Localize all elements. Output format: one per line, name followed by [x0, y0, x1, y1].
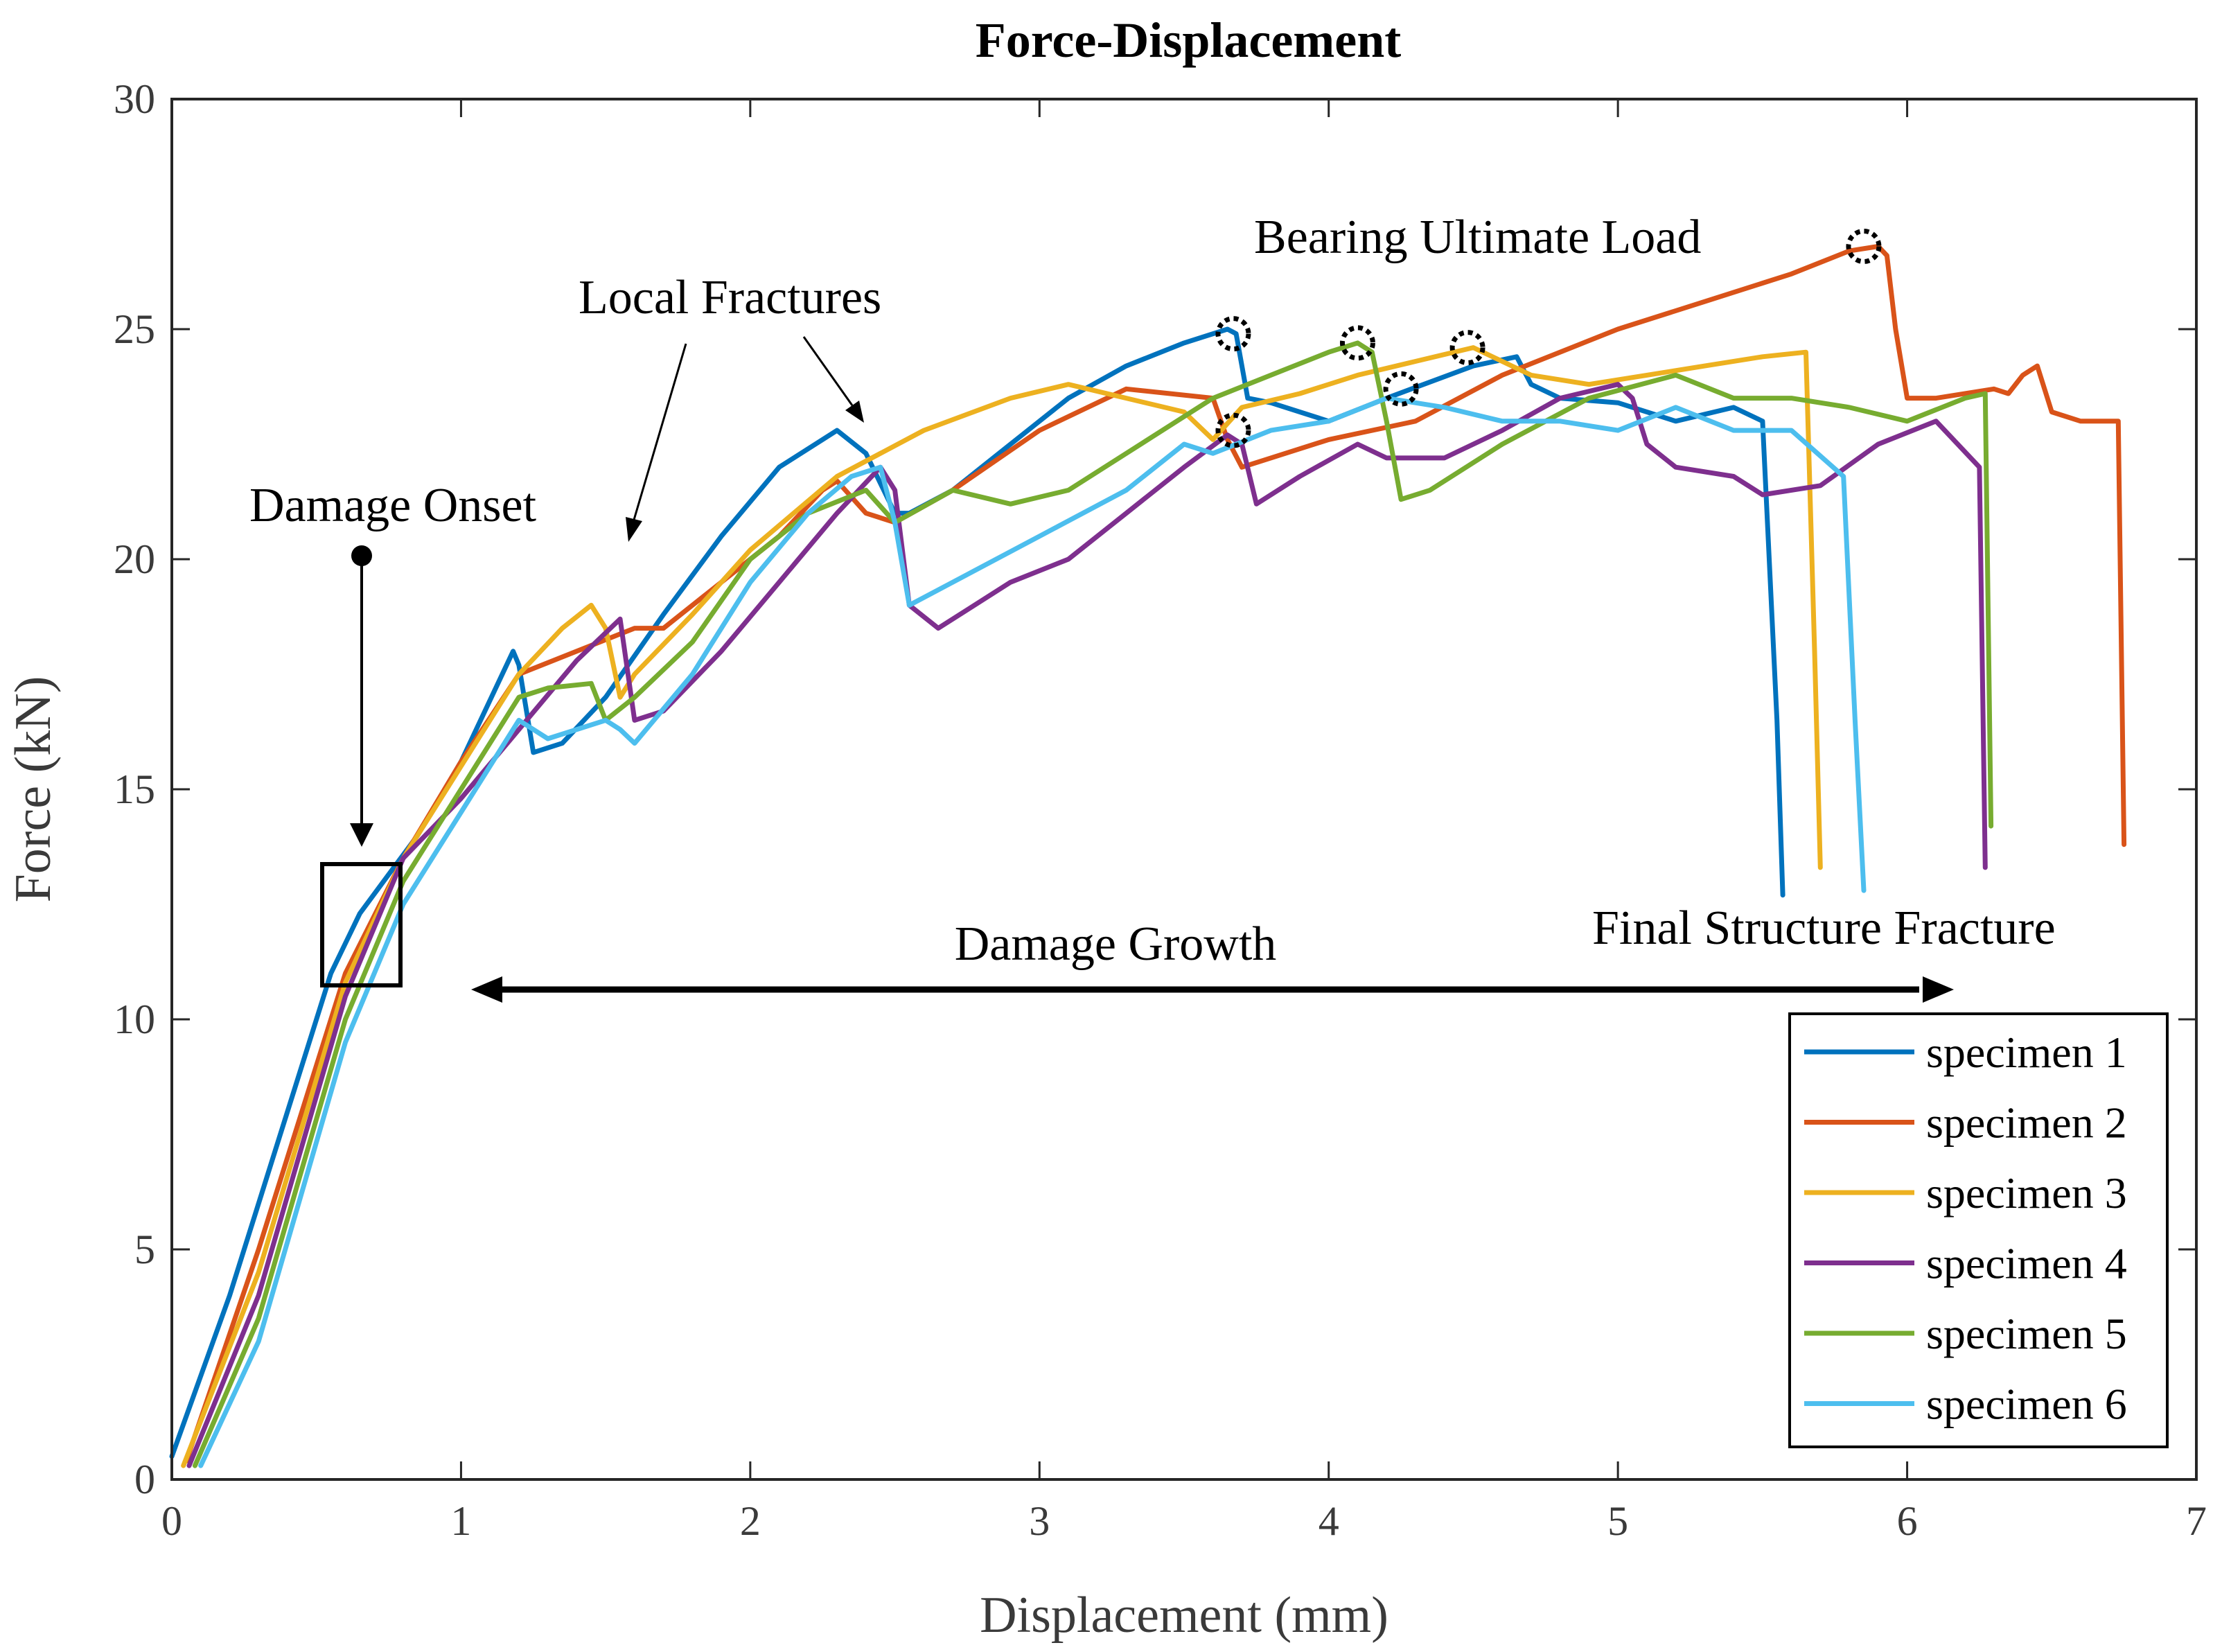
peak-marker: [1215, 412, 1251, 448]
bearing-ultimate-load-label: Bearing Ultimate Load: [1254, 211, 1701, 264]
y-tick-label: 10: [114, 996, 155, 1042]
peak-marker: [1383, 371, 1419, 407]
damage-onset-annotation: Damage Onset: [249, 479, 537, 987]
y-tick-label: 25: [114, 306, 155, 352]
series-line-specimen-1: [169, 326, 1785, 1459]
x-tick-label: 5: [1607, 1498, 1628, 1544]
x-tick-label: 3: [1029, 1498, 1050, 1544]
damage-growth-annotation: Damage Growth: [471, 917, 1954, 1003]
local-fractures-arrow-head-1: [626, 517, 642, 542]
local-fractures-arrow-line-2: [802, 336, 854, 406]
chart-title: Force-Displacement: [976, 12, 1401, 68]
markers-layer: [1215, 228, 1882, 448]
legend-label-specimen-6: specimen 6: [1926, 1380, 2127, 1429]
damage-growth-label: Damage Growth: [955, 917, 1277, 971]
y-tick-label: 15: [114, 766, 155, 812]
peak-marker: [1339, 325, 1375, 361]
legend-label-specimen-3: specimen 3: [1926, 1168, 2127, 1218]
series-line-specimen-2: [184, 244, 2127, 1464]
series-line-specimen-6: [198, 396, 1867, 1468]
legend-entries: specimen 1 specimen 2 specimen 3 specimen 4…: [1804, 1028, 2127, 1429]
x-tick-label: 2: [740, 1498, 761, 1544]
x-tick-label: 4: [1319, 1498, 1339, 1544]
x-tick-label: 0: [161, 1498, 182, 1544]
damage-onset-label: Damage Onset: [249, 479, 537, 532]
local-fractures-arrow-line-1: [633, 343, 687, 520]
local-fractures-arrow-head-2: [845, 401, 864, 423]
series-line-specimen-4: [186, 382, 1988, 1468]
x-tick-label: 6: [1897, 1498, 1918, 1544]
damage-growth-arrow-left-head: [471, 976, 502, 1003]
legend-label-specimen-5: specimen 5: [1926, 1309, 2127, 1358]
peak-marker: [1846, 228, 1882, 264]
legend-label-specimen-2: specimen 2: [1926, 1098, 2127, 1148]
x-axis-label: Displacement (mm): [980, 1587, 1388, 1644]
damage-onset-arrow-head: [350, 823, 373, 847]
x-tick-label: 7: [2186, 1498, 2207, 1544]
damage-growth-arrow-right-head: [1923, 976, 1954, 1003]
final-structure-fracture-label: Final Structure Fracture: [1592, 902, 2056, 955]
legend: specimen 1 specimen 2 specimen 3 specimen 4…: [1788, 1012, 2169, 1448]
series-line-specimen-3: [181, 345, 1823, 1468]
x-tick-label: 1: [450, 1498, 471, 1544]
peak-marker: [1215, 316, 1251, 352]
legend-label-specimen-1: specimen 1: [1926, 1028, 2127, 1077]
y-tick-label: 5: [134, 1227, 155, 1272]
series-line-specimen-5: [192, 340, 1994, 1468]
series-layer: [169, 244, 2127, 1468]
local-fractures-label: Local Fractures: [579, 271, 881, 324]
y-axis-label: Force (kN): [5, 676, 62, 903]
ticks-layer: 0 1 2 3 4 5 6 7 0 5 10 15 20 25 30: [114, 76, 2207, 1544]
y-tick-label: 30: [114, 76, 155, 122]
y-tick-label: 20: [114, 536, 155, 582]
y-tick-label: 0: [134, 1457, 155, 1502]
legend-label-specimen-4: specimen 4: [1926, 1239, 2127, 1288]
legend-box: [1788, 1012, 2169, 1448]
peak-marker: [1449, 330, 1485, 366]
local-fractures-annotation: Local Fractures: [579, 271, 881, 542]
damage-onset-box: [320, 862, 403, 987]
